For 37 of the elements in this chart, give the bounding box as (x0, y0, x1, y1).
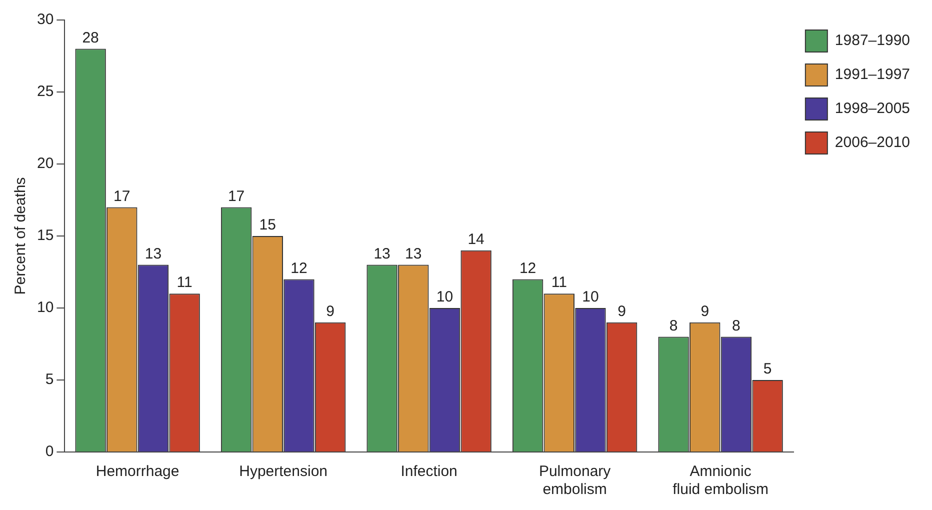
data-label: 13 (144, 245, 162, 262)
data-label: 17 (114, 188, 130, 205)
data-label: 9 (700, 303, 710, 320)
x-tick-label: Hemorrhage (96, 463, 180, 480)
y-tick-label: 30 (36, 11, 54, 28)
data-label: 13 (374, 245, 390, 262)
data-label: 10 (436, 288, 454, 306)
data-label: 10 (582, 288, 599, 306)
data-label: 14 (468, 231, 484, 248)
y-tick-label: 10 (36, 299, 54, 316)
legend-label: 1991–1997 (834, 66, 910, 84)
y-tick-label: 20 (36, 155, 54, 172)
legend-label: 2006–2010 (834, 134, 910, 152)
x-tick-label: Amnionic fluid embolism (672, 463, 768, 498)
data-label: 9 (326, 303, 334, 320)
y-tick-label: 5 (45, 371, 54, 388)
data-label: 17 (228, 188, 245, 205)
y-tick-label: 15 (36, 227, 54, 244)
x-tick-label: Hypertension (239, 463, 328, 480)
data-label: 5 (763, 360, 772, 378)
legend-label: 1987–1990 (834, 32, 910, 50)
data-label: 12 (519, 260, 536, 277)
y-axis-title: Percent of deaths (12, 177, 30, 295)
data-label: 9 (618, 303, 626, 320)
data-label: 12 (290, 260, 308, 277)
data-label: 11 (551, 274, 567, 292)
x-tick-label: Infection (400, 463, 458, 480)
data-label: 15 (259, 216, 276, 234)
data-label: 28 (82, 29, 99, 46)
legend-label: 1998–2005 (834, 100, 910, 118)
data-label: 11 (176, 274, 192, 292)
data-label: 8 (669, 317, 678, 334)
data-label: 8 (732, 317, 740, 334)
data-label: 13 (405, 245, 422, 262)
y-tick-label: 25 (36, 83, 54, 100)
y-tick-label: 0 (45, 443, 54, 460)
x-tick-label: Pulmonary embolism (538, 463, 612, 498)
